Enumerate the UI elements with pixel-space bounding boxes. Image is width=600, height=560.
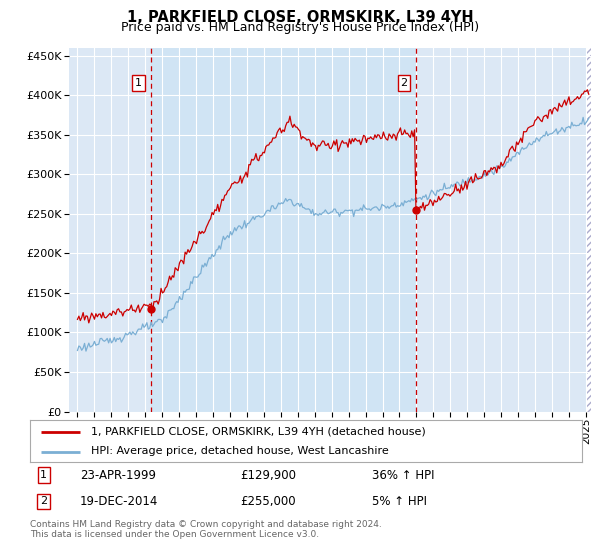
Text: 1: 1 — [40, 470, 47, 480]
Text: HPI: Average price, detached house, West Lancashire: HPI: Average price, detached house, West… — [91, 446, 388, 456]
Text: 2: 2 — [40, 497, 47, 506]
Text: 23-APR-1999: 23-APR-1999 — [80, 469, 155, 482]
Text: £129,900: £129,900 — [240, 469, 296, 482]
Text: 1, PARKFIELD CLOSE, ORMSKIRK, L39 4YH: 1, PARKFIELD CLOSE, ORMSKIRK, L39 4YH — [127, 10, 473, 25]
Text: 19-DEC-2014: 19-DEC-2014 — [80, 495, 158, 508]
Text: 1, PARKFIELD CLOSE, ORMSKIRK, L39 4YH (detached house): 1, PARKFIELD CLOSE, ORMSKIRK, L39 4YH (d… — [91, 427, 425, 437]
Text: 2: 2 — [401, 78, 407, 88]
Text: 1: 1 — [135, 78, 142, 88]
Text: 36% ↑ HPI: 36% ↑ HPI — [372, 469, 435, 482]
Text: Price paid vs. HM Land Registry's House Price Index (HPI): Price paid vs. HM Land Registry's House … — [121, 21, 479, 34]
Bar — [151, 48, 416, 412]
Text: £255,000: £255,000 — [240, 495, 295, 508]
Text: Contains HM Land Registry data © Crown copyright and database right 2024.
This d: Contains HM Land Registry data © Crown c… — [30, 520, 382, 539]
Bar — [586, 48, 591, 412]
Text: 5% ↑ HPI: 5% ↑ HPI — [372, 495, 427, 508]
Bar — [586, 48, 591, 412]
